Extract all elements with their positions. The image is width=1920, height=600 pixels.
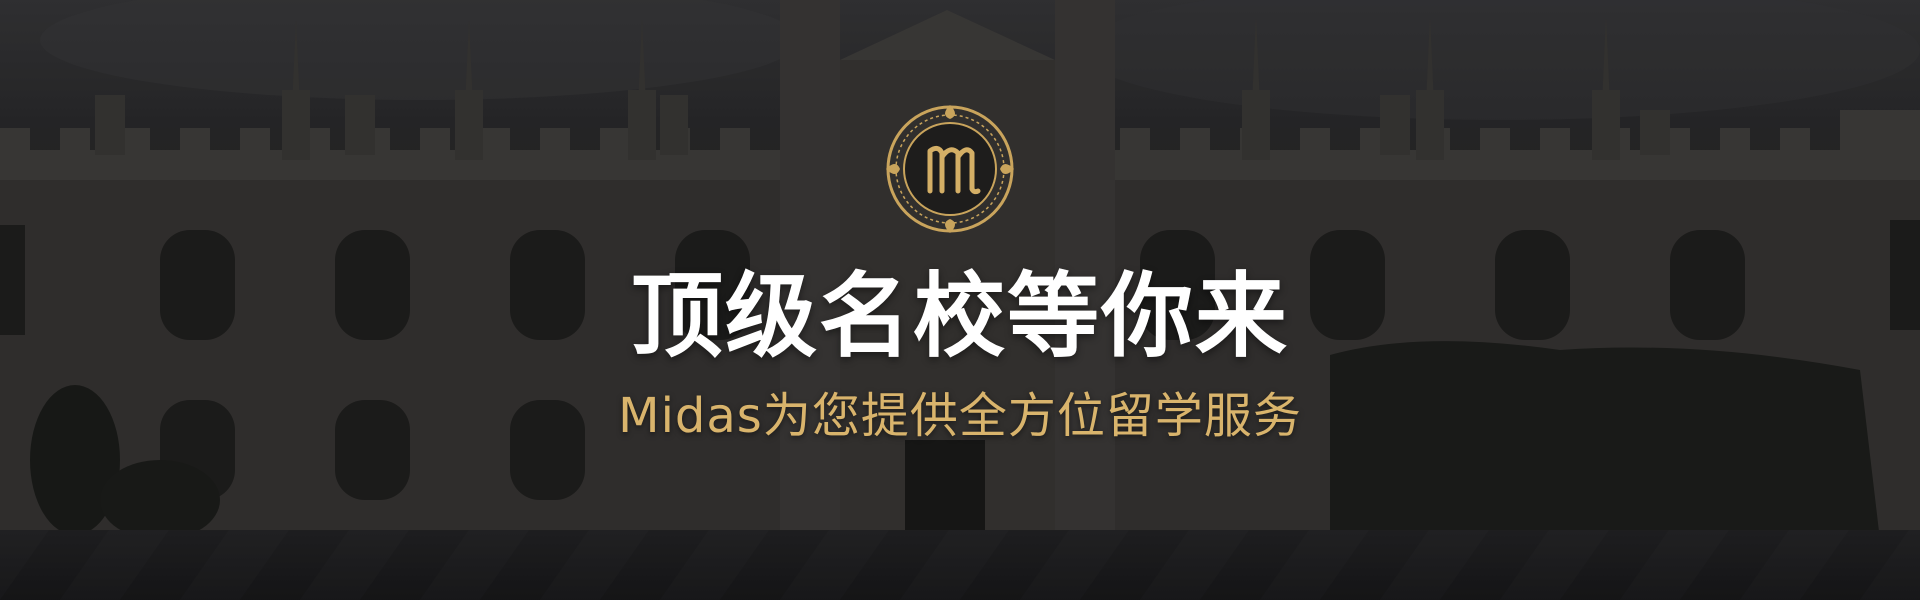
- subheadline: Midas为您提供全方位留学服务: [618, 388, 1302, 444]
- headline: 顶级名校等你来: [630, 263, 1289, 370]
- midas-logo-icon: [886, 105, 1014, 233]
